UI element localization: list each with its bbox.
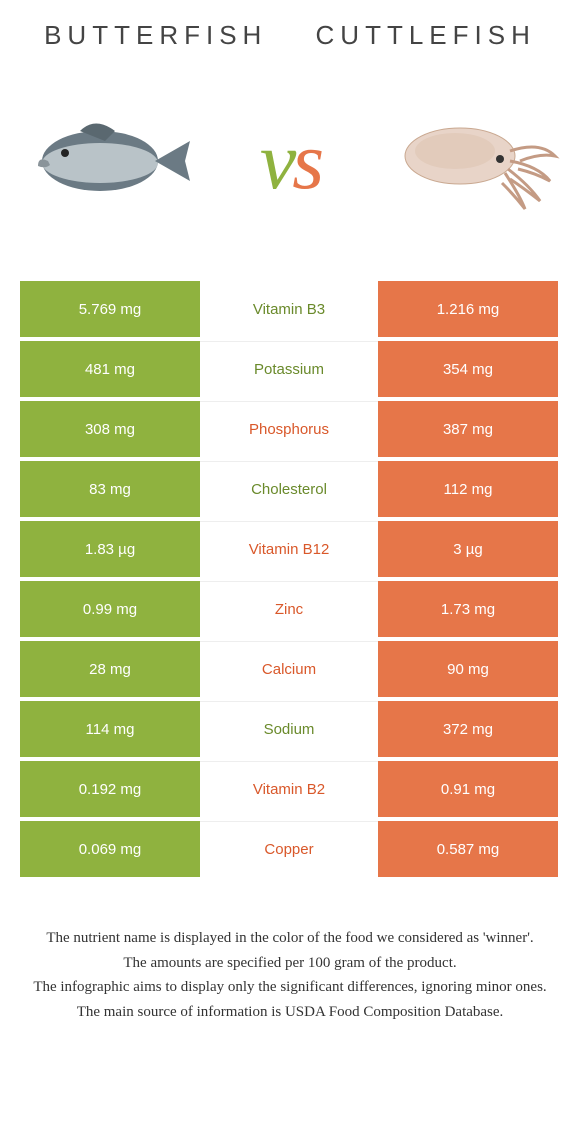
left-value: 28 mg (20, 641, 200, 697)
left-value: 308 mg (20, 401, 200, 457)
left-food-image (20, 91, 200, 231)
nutrient-name: Vitamin B2 (200, 761, 378, 817)
nutrient-row: 308 mgPhosphorus387 mg (20, 401, 560, 457)
nutrient-row: 5.769 mgVitamin B31.216 mg (20, 281, 560, 337)
right-value: 0.587 mg (378, 821, 558, 877)
nutrient-name: Vitamin B12 (200, 521, 378, 577)
nutrient-row: 28 mgCalcium90 mg (20, 641, 560, 697)
right-value: 372 mg (378, 701, 558, 757)
right-value: 0.91 mg (378, 761, 558, 817)
left-value: 0.99 mg (20, 581, 200, 637)
nutrient-name: Calcium (200, 641, 378, 697)
nutrient-name: Vitamin B3 (200, 281, 378, 337)
vs-label: vs (260, 114, 320, 208)
nutrient-name: Copper (200, 821, 378, 877)
left-value: 481 mg (20, 341, 200, 397)
hero: vs (0, 71, 580, 271)
footer-line: The main source of information is USDA F… (30, 1001, 550, 1024)
nutrient-row: 0.192 mgVitamin B20.91 mg (20, 761, 560, 817)
left-value: 114 mg (20, 701, 200, 757)
right-value: 1.73 mg (378, 581, 558, 637)
right-food-title: Cuttlefish (316, 20, 536, 51)
nutrient-row: 0.069 mgCopper0.587 mg (20, 821, 560, 877)
right-value: 90 mg (378, 641, 558, 697)
nutrient-row: 0.99 mgZinc1.73 mg (20, 581, 560, 637)
footer-line: The infographic aims to display only the… (30, 976, 550, 999)
nutrient-row: 83 mgCholesterol112 mg (20, 461, 560, 517)
left-value: 0.069 mg (20, 821, 200, 877)
footer-line: The amounts are specified per 100 gram o… (30, 952, 550, 975)
nutrient-name: Cholesterol (200, 461, 378, 517)
right-value: 354 mg (378, 341, 558, 397)
nutrient-name: Phosphorus (200, 401, 378, 457)
left-food-title: Butterfish (44, 20, 267, 51)
nutrient-name: Potassium (200, 341, 378, 397)
nutrient-name: Zinc (200, 581, 378, 637)
header: Butterfish Cuttlefish (0, 20, 580, 71)
left-value: 5.769 mg (20, 281, 200, 337)
nutrient-name: Sodium (200, 701, 378, 757)
nutrient-table: 5.769 mgVitamin B31.216 mg481 mgPotassiu… (20, 281, 560, 877)
right-food-image (380, 91, 560, 231)
nutrient-row: 481 mgPotassium354 mg (20, 341, 560, 397)
nutrient-row: 1.83 µgVitamin B123 µg (20, 521, 560, 577)
right-value: 387 mg (378, 401, 558, 457)
left-value: 1.83 µg (20, 521, 200, 577)
left-value: 83 mg (20, 461, 200, 517)
right-value: 1.216 mg (378, 281, 558, 337)
right-value: 3 µg (378, 521, 558, 577)
right-value: 112 mg (378, 461, 558, 517)
left-value: 0.192 mg (20, 761, 200, 817)
footer-notes: The nutrient name is displayed in the co… (30, 927, 550, 1023)
footer-line: The nutrient name is displayed in the co… (30, 927, 550, 950)
nutrient-row: 114 mgSodium372 mg (20, 701, 560, 757)
